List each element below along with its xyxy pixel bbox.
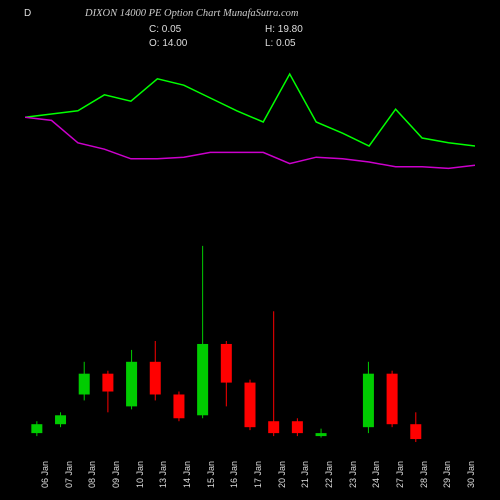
- candle-body: [316, 433, 327, 436]
- x-axis-label: 08 Jan: [87, 461, 97, 488]
- chart-svg: [25, 50, 475, 450]
- candle-body: [197, 344, 208, 415]
- x-axis-label: 22 Jan: [324, 461, 334, 488]
- open-label: O:: [149, 38, 160, 49]
- x-axis-label: 06 Jan: [40, 461, 50, 488]
- candle-body: [55, 415, 66, 424]
- x-axis-label: 09 Jan: [111, 461, 121, 488]
- chart-title: DIXON 14000 PE Option Chart MunafaSutra.…: [85, 8, 299, 19]
- candle-body: [387, 374, 398, 425]
- low-value: 0.05: [276, 38, 295, 49]
- candle-body: [363, 374, 374, 427]
- candle-body: [245, 383, 256, 428]
- open-value: 14.00: [162, 38, 187, 49]
- x-axis-label: 27 Jan: [395, 461, 405, 488]
- x-axis-label: 28 Jan: [419, 461, 429, 488]
- high-label: H:: [265, 24, 275, 35]
- chart-container: { "header": { "top_left_letter": "D", "t…: [0, 0, 500, 500]
- candle-body: [410, 424, 421, 439]
- ohlc-right: H: 19.80 L: 0.05: [265, 23, 303, 51]
- x-axis-label: 07 Jan: [64, 461, 74, 488]
- x-axis-label: 21 Jan: [300, 461, 310, 488]
- low-label: L:: [265, 38, 273, 49]
- candle-body: [102, 374, 113, 392]
- candle-body: [31, 424, 42, 433]
- x-axis-label: 17 Jan: [253, 461, 263, 488]
- x-axis-label: 16 Jan: [229, 461, 239, 488]
- magenta-line: [25, 117, 475, 168]
- candle-body: [173, 394, 184, 418]
- ohlc-left: C: 0.05 O: 14.00: [149, 23, 187, 51]
- green-line: [25, 74, 475, 146]
- x-axis-label: 10 Jan: [135, 461, 145, 488]
- candle-body: [221, 344, 232, 383]
- x-axis-label: 20 Jan: [277, 461, 287, 488]
- candle-body: [292, 421, 303, 433]
- high-value: 19.80: [278, 24, 303, 35]
- candle-body: [150, 362, 161, 395]
- x-axis-labels: 06 Jan 07 Jan 08 Jan 09 Jan 10 Jan 13 Jan 14 J…: [25, 454, 475, 494]
- chart-plot-area: [25, 50, 475, 450]
- x-axis-label: 15 Jan: [206, 461, 216, 488]
- x-axis-label: 29 Jan: [442, 461, 452, 488]
- close-label: C:: [149, 24, 159, 35]
- candle-body: [268, 421, 279, 433]
- close-value: 0.05: [162, 24, 181, 35]
- candle-body: [79, 374, 90, 395]
- header-left-letter: D: [24, 8, 31, 19]
- x-axis-label: 30 Jan: [466, 461, 476, 488]
- x-axis-label: 23 Jan: [348, 461, 358, 488]
- candle-body: [126, 362, 137, 407]
- x-axis-label: 13 Jan: [158, 461, 168, 488]
- x-axis-label: 14 Jan: [182, 461, 192, 488]
- x-axis-label: 24 Jan: [371, 461, 381, 488]
